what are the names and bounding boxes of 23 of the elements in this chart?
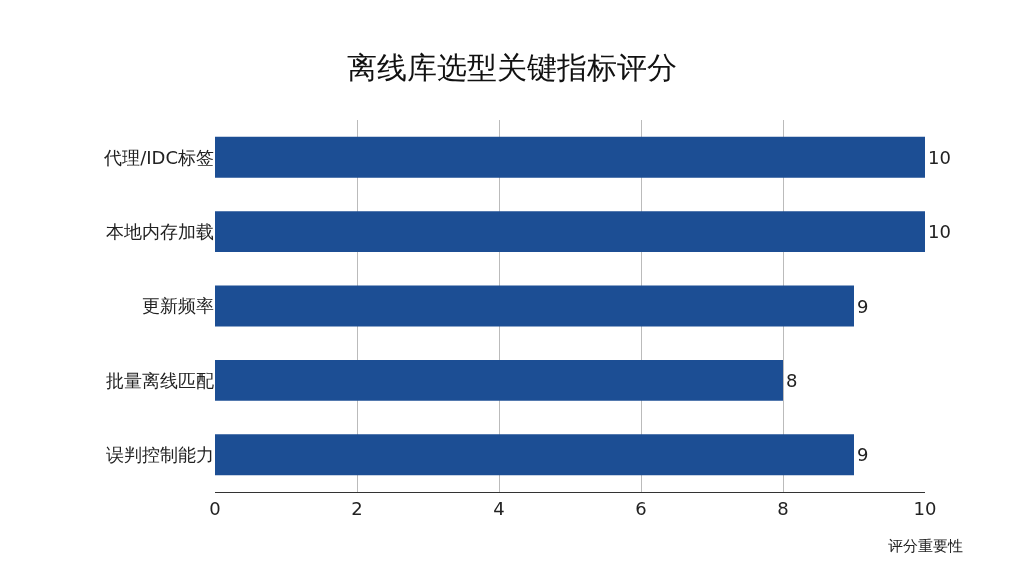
chart-title: 离线库选型关键指标评分 — [347, 50, 677, 86]
data-label: 9 — [857, 444, 869, 466]
bar — [215, 434, 854, 476]
bar — [215, 285, 854, 327]
data-label: 10 — [928, 221, 951, 243]
x-tick-label: 6 — [635, 497, 647, 519]
y-tick-label: 更新频率 — [142, 295, 214, 317]
x-axis-title: 评分重要性 — [888, 537, 963, 555]
data-label: 10 — [928, 146, 951, 168]
bar — [215, 211, 925, 253]
y-tick-label: 批量离线匹配 — [106, 369, 214, 391]
bar — [215, 359, 783, 401]
x-tick-label: 2 — [351, 497, 363, 519]
x-tick-label: 8 — [777, 497, 789, 519]
y-tick-label: 代理/IDC标签 — [103, 146, 214, 168]
y-tick-label: 本地内存加载 — [106, 220, 214, 242]
data-label: 8 — [786, 369, 798, 391]
y-tick-label: 误判控制能力 — [106, 444, 214, 466]
x-tick-label: 0 — [209, 497, 221, 519]
x-tick-label: 4 — [493, 497, 505, 519]
x-tick-label: 10 — [913, 497, 937, 519]
data-label: 9 — [857, 295, 869, 317]
bar — [215, 136, 925, 178]
